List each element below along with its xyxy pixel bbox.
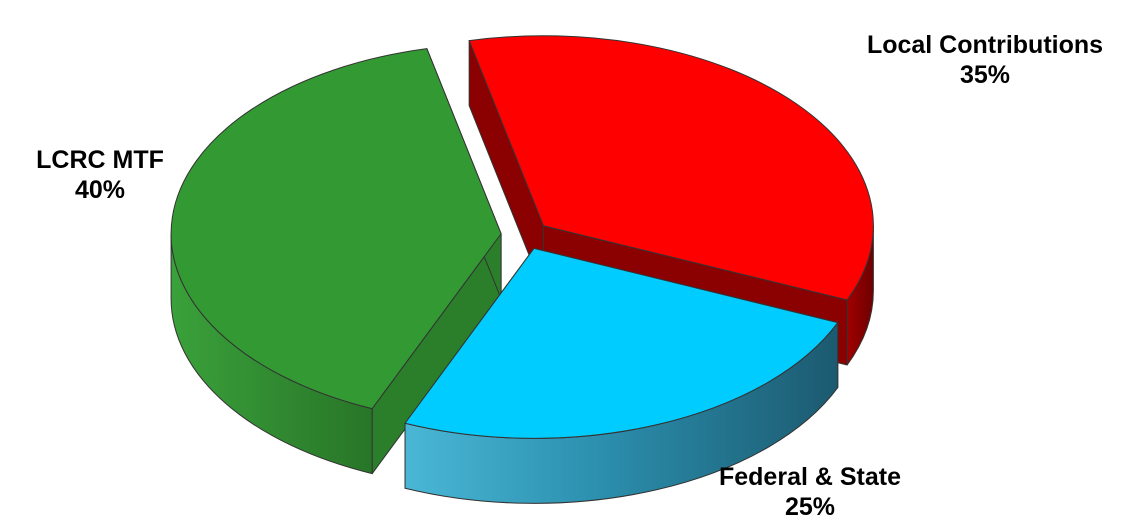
- pie-slice-lcrc-mtf: [170, 48, 502, 475]
- label-federal-state-value: 25%: [784, 493, 836, 521]
- pie-slice-top-local-contributions: [468, 35, 874, 301]
- label-local-contributions-value: 35%: [959, 61, 1011, 89]
- label-federal-state-name: Federal & State: [718, 463, 901, 491]
- label-lcrc-mtf-name: LCRC MTF: [36, 146, 164, 174]
- pie-slice-federal-state: [404, 247, 839, 504]
- label-local-contributions: Local Contributions 35%: [826, 30, 1144, 90]
- pie-slice-top-federal-state: [404, 247, 839, 439]
- label-federal-state: Federal & State 25%: [660, 462, 960, 522]
- pie-slice-top-lcrc-mtf: [170, 48, 502, 410]
- label-lcrc-mtf: LCRC MTF 40%: [0, 145, 200, 205]
- label-lcrc-mtf-value: 40%: [74, 176, 126, 204]
- label-local-contributions-name: Local Contributions: [866, 31, 1104, 59]
